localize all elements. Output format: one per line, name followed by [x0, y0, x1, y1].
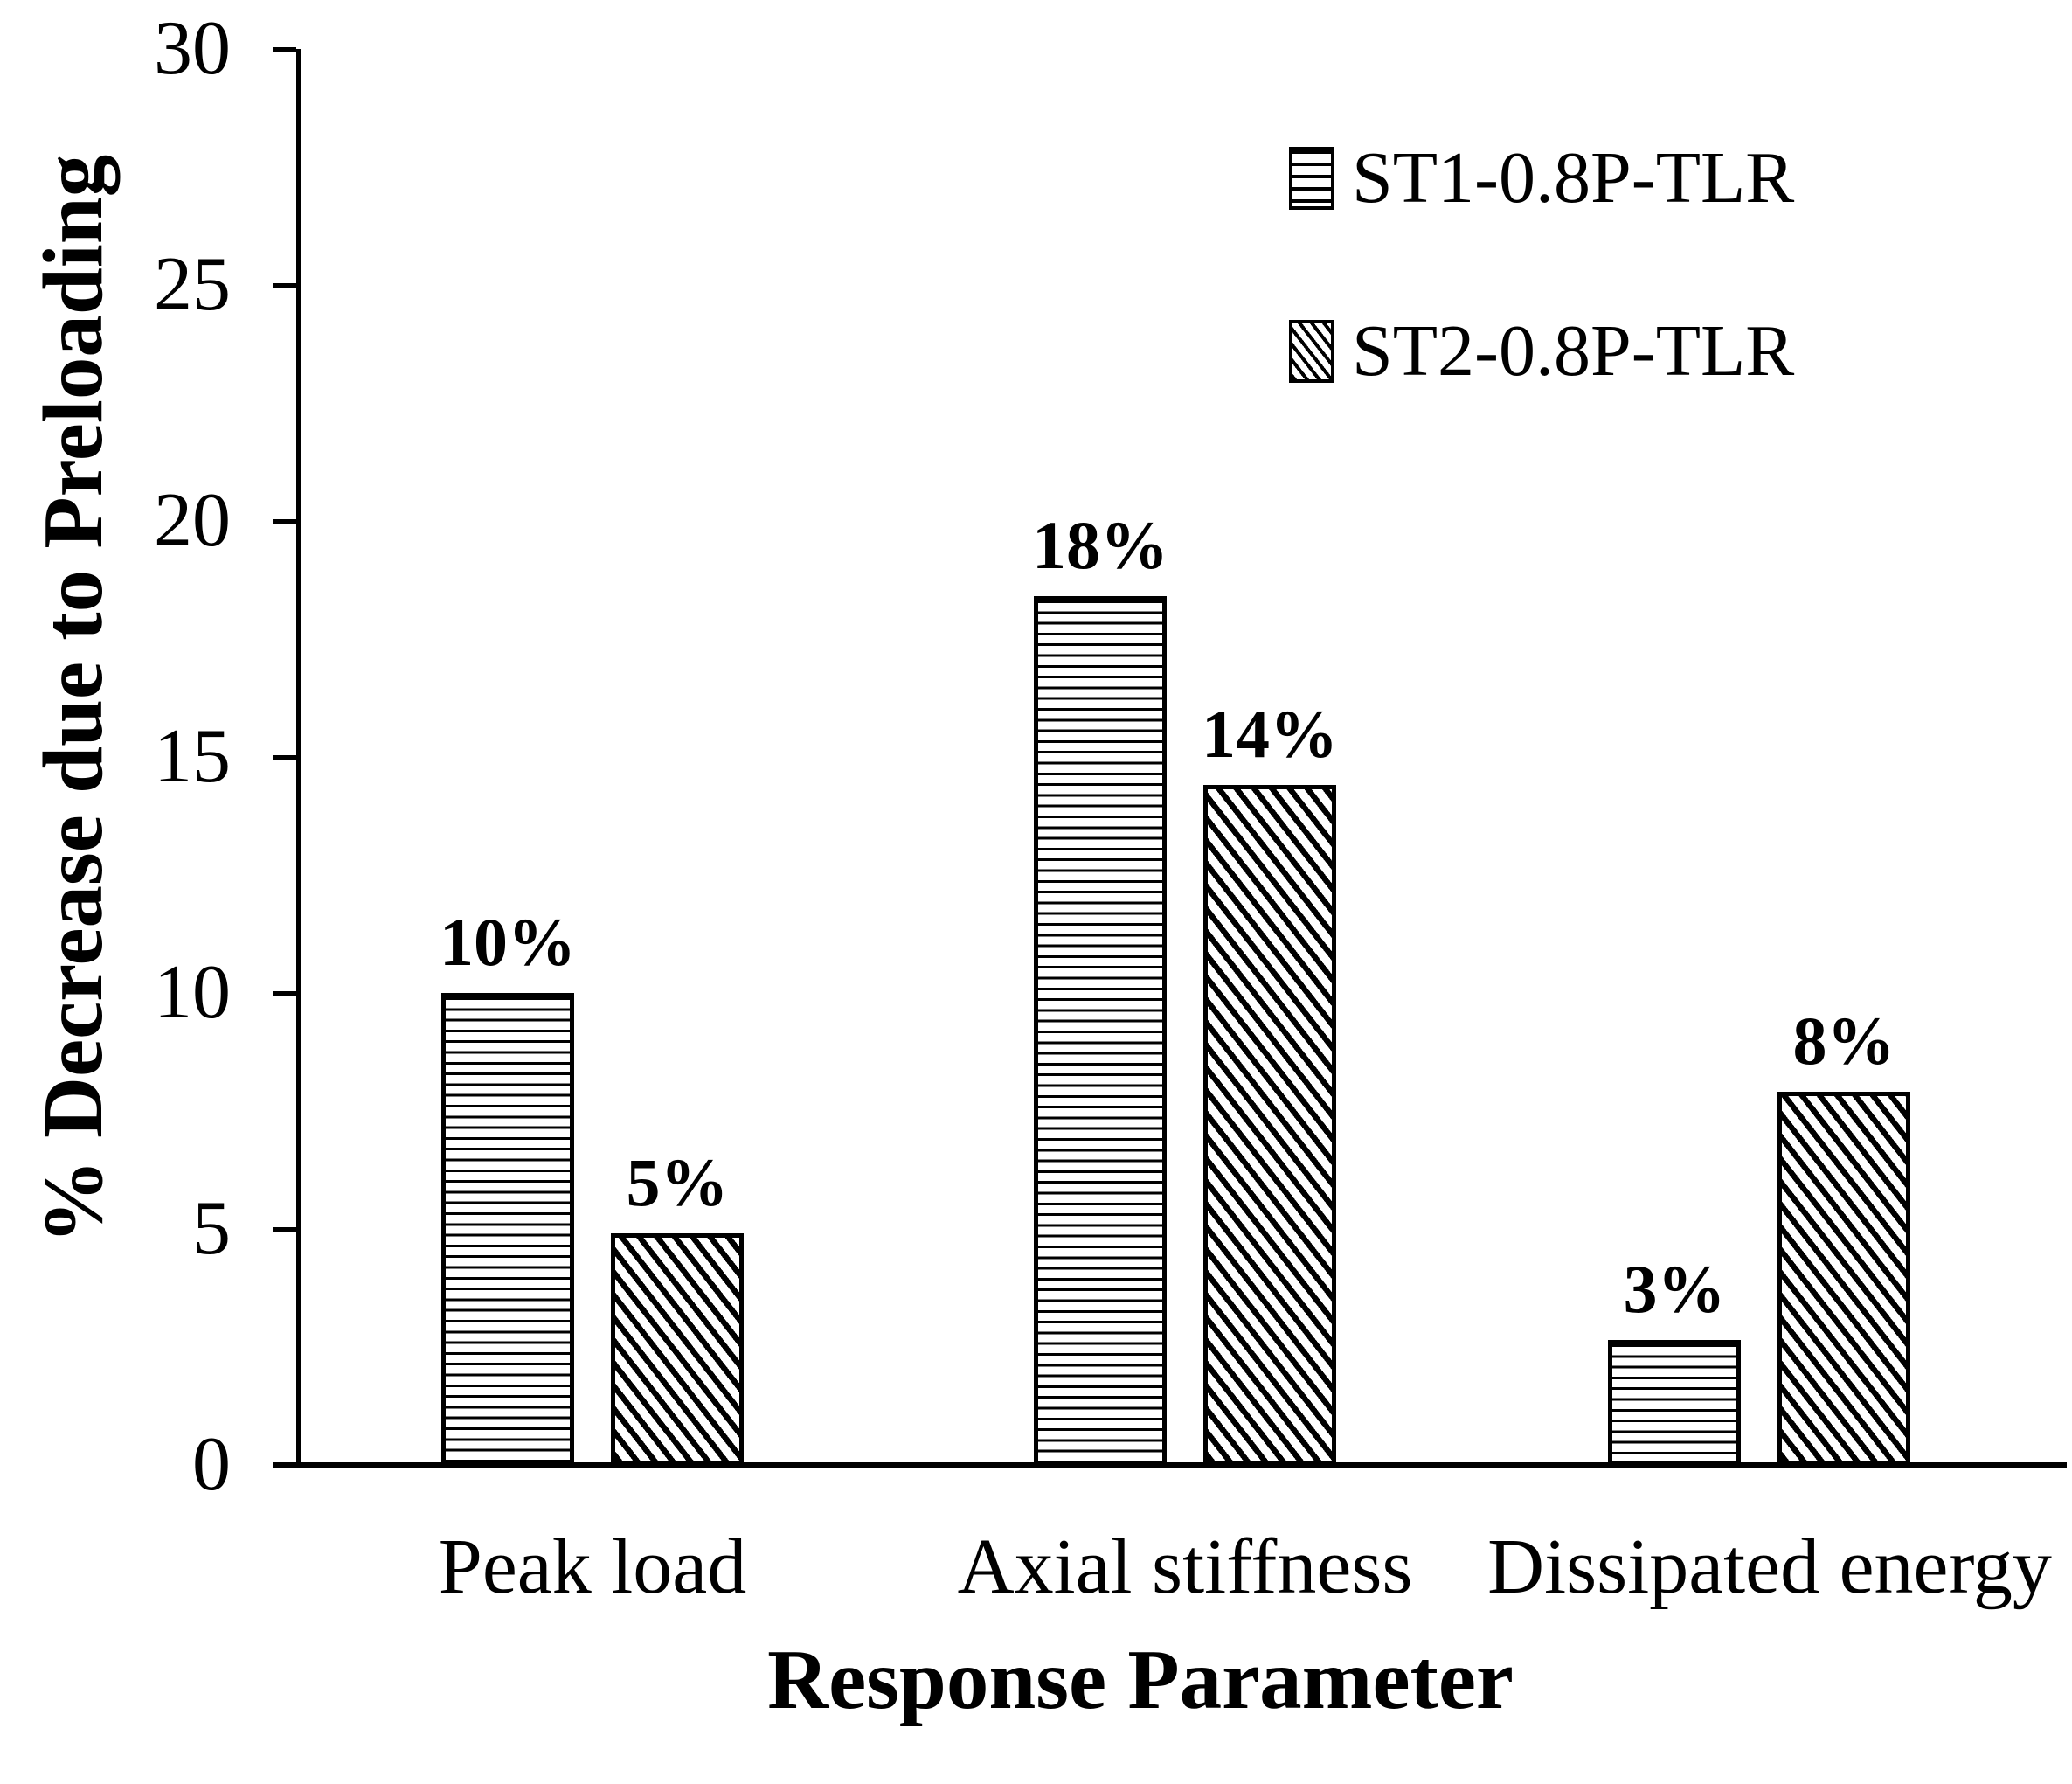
bar-ST2-0.8P-TLR-Peak load: [611, 1233, 744, 1465]
bar-value-label: 18%: [1032, 507, 1168, 584]
y-tick-mark: [273, 1463, 296, 1468]
y-tick-label: 20: [154, 478, 231, 563]
x-axis-line: [273, 1462, 2067, 1468]
bar-value-label: 10%: [440, 904, 576, 980]
legend: ST1-0.8P-TLR ST2-0.8P-TLR: [1289, 137, 1795, 392]
y-tick-label: 15: [154, 714, 231, 799]
x-axis-title: Response Parameter: [767, 1633, 1514, 1726]
bar-value-label: 8%: [1792, 1003, 1895, 1079]
x-category-label: Axial stiffness: [957, 1524, 1413, 1610]
bar-value-label: 5%: [626, 1144, 729, 1221]
y-tick-mark: [273, 283, 296, 288]
x-category-label: Peak load: [438, 1524, 747, 1610]
legend-label: ST1-0.8P-TLR: [1352, 137, 1795, 219]
y-axis-line: [296, 49, 301, 1467]
bar-value-label: 3%: [1623, 1250, 1726, 1327]
x-category-label: Dissipated energy: [1487, 1524, 2052, 1610]
bar-ST2-0.8P-TLR-Axial stiffness: [1203, 785, 1336, 1465]
y-tick-mark: [273, 519, 296, 524]
bar-ST1-0.8P-TLR-Peak load: [441, 993, 574, 1465]
legend-item-st1: ST1-0.8P-TLR: [1289, 137, 1795, 219]
y-tick-label: 25: [154, 242, 231, 327]
legend-label: ST2-0.8P-TLR: [1352, 310, 1795, 392]
y-tick-label: 10: [154, 950, 231, 1035]
y-tick-label: 30: [154, 6, 231, 91]
y-tick-label: 5: [192, 1186, 231, 1271]
y-tick-mark: [273, 991, 296, 996]
y-tick-mark: [273, 1227, 296, 1232]
bar-ST2-0.8P-TLR-Dissipated energy: [1777, 1092, 1910, 1465]
legend-item-st2: ST2-0.8P-TLR: [1289, 310, 1795, 392]
y-tick-mark: [273, 47, 296, 52]
horizontal-stripes-swatch-icon: [1289, 147, 1334, 210]
bar-ST1-0.8P-TLR-Axial stiffness: [1034, 596, 1167, 1465]
diagonal-stripes-swatch-icon: [1289, 320, 1334, 383]
y-tick-label: 0: [192, 1422, 231, 1507]
y-tick-mark: [273, 755, 296, 760]
bar-value-label: 14%: [1202, 696, 1338, 773]
bar-ST1-0.8P-TLR-Dissipated energy: [1608, 1339, 1741, 1465]
